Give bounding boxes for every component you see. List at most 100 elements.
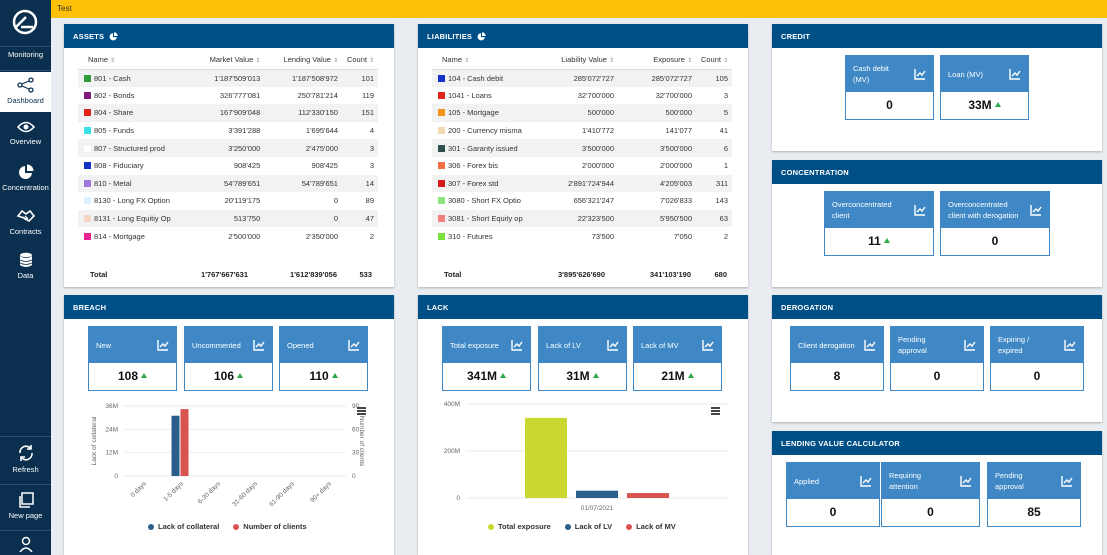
lack-of-mv-card[interactable]: Lack of MV 21M [633,326,722,391]
new-page-button[interactable]: New page [0,492,51,520]
table-row[interactable]: 8131 - Long Equitiy Op 513'750 0 47 [78,209,378,228]
lack-legend: Total exposure Lack of LV Lack of MV [488,522,676,531]
trend-chart-icon [702,340,714,351]
legend-item[interactable]: Number of clients [233,522,307,531]
trend-chart-icon [960,476,972,487]
color-swatch [84,162,91,170]
nav-dashboard[interactable]: Dashboard [0,72,51,112]
nav-overview[interactable]: Overview [0,120,51,146]
row-name: 801 - Cash [78,69,175,87]
legend-item[interactable]: Lack of MV [626,522,676,531]
color-swatch [438,74,445,82]
row-cell: 1'187'508'972 [264,69,342,87]
trend-up-icon [592,373,599,378]
row-cell: 151 [341,104,378,122]
trend-up-icon [500,373,507,378]
breach-opened-card[interactable]: Opened 110 [279,326,368,391]
nav-data[interactable]: Data [0,252,51,280]
table-row[interactable]: 804 - Share 167'909'048 112'330'150 151 [78,104,378,122]
table-row[interactable]: 306 - Forex bis 2'000'000 2'000'000 1 [432,157,732,175]
overconcentrated-derogation-card[interactable]: Overconcentrated client with derogation … [940,191,1050,256]
card-label: Lack of LV [546,340,581,350]
y2-tick-label: 30 [352,450,360,457]
nav-concentration[interactable]: Concentration [0,164,51,192]
table-row[interactable]: 3080 - Short FX Optio 656'321'247 7'026'83… [432,192,732,210]
table-row[interactable]: 805 - Funds 3'391'288 1'695'644 4 [78,122,378,140]
table-row[interactable]: 3081 - Short Equity op 22'323'500 5'950'50… [432,209,732,228]
credit-header: CREDIT [772,24,1102,48]
legend-item[interactable]: Lack of LV [564,522,612,531]
row-cell: 3'500'000 [536,139,618,157]
row-cell: 250'781'214 [297,90,338,100]
refresh-button[interactable]: Refresh [0,444,51,474]
total-count: 680 [714,270,727,279]
column-header[interactable]: Liability Value ⇕ [536,50,618,70]
table-row[interactable]: 807 - Structured prod 3'250'000 2'475'000 3 [78,139,378,157]
table-row[interactable]: 814 - Mortgage 2'500'000 2'350'000 2 [78,227,378,245]
color-swatch [84,144,91,152]
user-button[interactable] [0,536,51,555]
table-row[interactable]: 104 - Cash debit 285'072'727 285'072'727 10… [432,69,732,87]
card-label: Client derogation [798,340,855,350]
table-row[interactable]: 105 - Mortgage 500'000 500'000 5 [432,104,732,122]
chart-menu-icon[interactable] [711,407,720,417]
table-row[interactable]: 1041 - Loans 32'700'000 32'700'000 3 [432,87,732,105]
breach-new-card[interactable]: New 108 [88,326,177,391]
color-swatch [438,109,445,117]
client-derogation-card[interactable]: Client derogation 8 [790,326,884,391]
pie-chart-icon[interactable] [109,31,118,41]
column-header[interactable]: Exposure ⇕ [618,50,696,70]
loan-card[interactable]: Loan (MV) 33M [940,55,1029,120]
table-row[interactable]: 301 - Garanty issued 3'500'000 3'500'000 6 [432,139,732,157]
breach-panel: BREACH New 108 Uncommented 106 Opened 11… [64,295,394,555]
pie-chart-icon[interactable] [477,31,486,41]
table-row[interactable]: 801 - Cash 1'187'509'013 1'187'508'972 101 [78,69,378,87]
expiring-card[interactable]: Expiring / expired 0 [990,326,1084,391]
row-name: 808 - Fiduciary [78,157,175,175]
legend-item[interactable]: Lack of collateral [148,522,219,531]
column-header[interactable]: Market Value ⇕ [174,50,265,70]
calc-pending-card[interactable]: Pending approval 85 [987,462,1081,527]
lack-panel: LACK Total exposure 341M Lack of LV 31M … [418,295,748,555]
app-logo-icon[interactable] [11,8,39,36]
color-swatch [438,179,445,187]
user-icon [18,536,33,552]
column-header[interactable]: Name ⇕ [432,50,536,70]
nav-monitoring[interactable]: Monitoring [0,50,51,70]
column-header[interactable]: Lending Value ⇕ [264,50,342,70]
row-cell: 513'750 [174,209,265,228]
chart-menu-icon[interactable] [357,407,366,417]
applied-card[interactable]: Applied 0 [786,462,880,527]
table-row[interactable]: 810 - Metal 54'789'651 54'789'651 14 [78,174,378,193]
column-header[interactable]: Name ⇕ [78,50,175,70]
table-row[interactable]: 200 - Currency misma 1'410'772 141'077 41 [432,122,732,140]
row-cell: 4'205'003 [618,174,696,193]
table-row[interactable]: 307 - Forex std 2'891'724'944 4'205'003 311 [432,174,732,193]
credit-panel: CREDIT Cash debit (MV) 0 Loan (MV) 33M [772,24,1102,151]
table-row[interactable]: 8130 - Long FX Option 20'119'175 0 89 [78,192,378,210]
card-value: 33M [941,92,1028,118]
total-exposure-card[interactable]: Total exposure 341M [442,326,531,391]
breach-uncommented-card[interactable]: Uncommented 106 [184,326,273,391]
table-row[interactable]: 808 - Fiduciary 908'425 908'425 3 [78,157,378,175]
row-cell: 2 [723,231,728,241]
lack-of-lv-card[interactable]: Lack of LV 31M [538,326,627,391]
nav-label: Dashboard [7,96,44,105]
row-cell: 5 [696,104,732,122]
derogation-pending-card[interactable]: Pending approval 0 [890,326,984,391]
nav-contracts[interactable]: Contracts [0,208,51,236]
trend-chart-icon [348,340,360,351]
legend-item[interactable]: Total exposure [488,522,551,531]
y-axis-label: Lack of collateral [91,416,98,465]
cash-debit-card[interactable]: Cash debit (MV) 0 [845,55,934,120]
derogation-title: DEROGATION [781,302,834,312]
column-header[interactable]: Count ⇕ [341,50,378,70]
requiring-attention-card[interactable]: Requiring attention 0 [881,462,980,527]
table-row[interactable]: 310 - Futures 73'500 7'050 2 [432,227,732,245]
color-swatch [84,127,91,135]
card-label: Expiring / expired [998,335,1030,355]
assets-panel: ASSETS Name ⇕ Market Value ⇕ Lending Value… [64,24,394,287]
column-header[interactable]: Count ⇕ [696,50,732,70]
overconcentrated-client-card[interactable]: Overconcentrated client 11 [824,191,934,256]
table-row[interactable]: 802 - Bonds 326'777'081 250'781'214 119 [78,87,378,105]
